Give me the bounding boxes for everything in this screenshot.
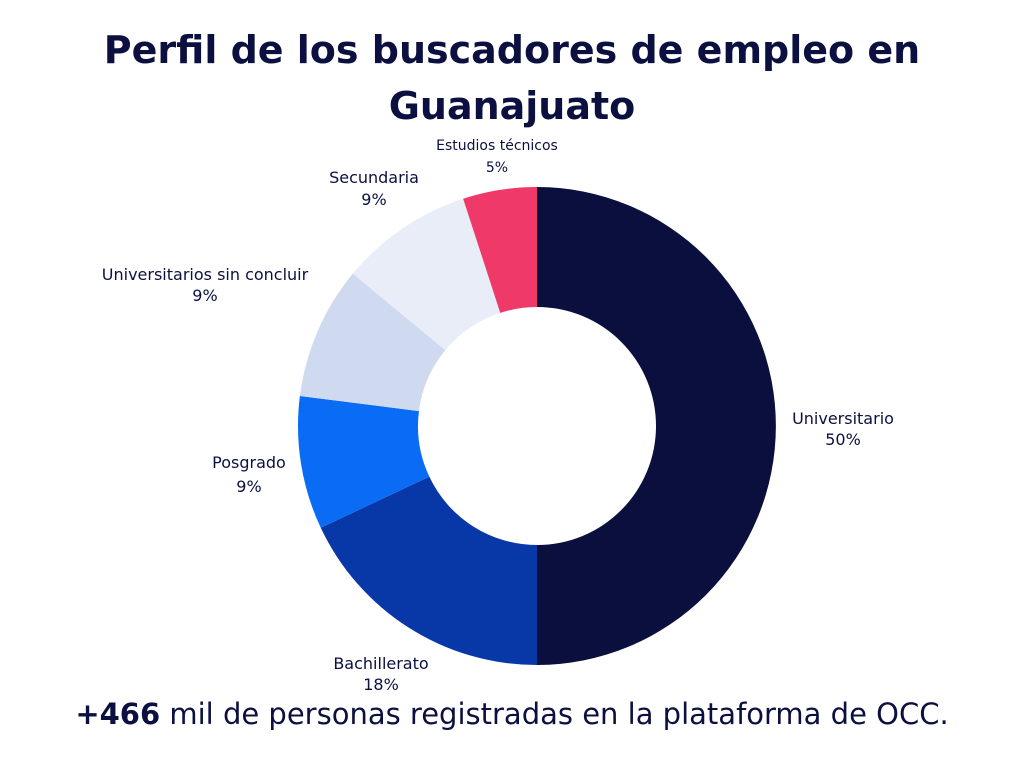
- slice-universitarios-sin-concluir: [299, 273, 446, 412]
- chart-title-line-2: Guanajuato: [388, 84, 636, 128]
- label-estudios-tecnicos: Estudios técnicos: [436, 138, 558, 154]
- value-label-posgrado: 9%: [236, 477, 261, 496]
- chart-title-line-1: Perfil de los buscadores de empleo en: [103, 28, 921, 72]
- value-label-bachillerato: 18%: [363, 675, 399, 694]
- value-label-universitarios-sin-concluir: 9%: [192, 286, 217, 305]
- label-universitarios-sin-concluir: Universitarios sin concluir: [102, 265, 309, 284]
- footer-highlight: +466: [75, 697, 161, 731]
- label-posgrado: Posgrado: [212, 453, 286, 472]
- footer-note: +466 mil de personas registradas en la p…: [0, 692, 1024, 736]
- slice-bachillerato: [320, 476, 537, 665]
- donut-slices: [298, 187, 776, 665]
- label-universitario: Universitario: [792, 409, 894, 428]
- slice-labels: Universitario 50% Bachillerato 18% Posgrado 9…: [102, 138, 894, 694]
- value-label-secundaria: 9%: [361, 190, 386, 209]
- slice-secundaria: [352, 198, 501, 351]
- slice-estudios-t-cnicos: [463, 187, 537, 313]
- value-label-estudios-tecnicos: 5%: [486, 160, 508, 176]
- slice-universitario: [537, 187, 776, 665]
- chart-title: Perfil de los buscadores de empleo en Gu…: [0, 22, 1024, 134]
- value-label-universitario: 50%: [825, 430, 861, 449]
- label-bachillerato: Bachillerato: [333, 654, 428, 673]
- label-secundaria: Secundaria: [329, 168, 419, 187]
- footer-text: mil de personas registradas en la plataf…: [160, 697, 949, 731]
- slice-posgrado: [298, 396, 430, 528]
